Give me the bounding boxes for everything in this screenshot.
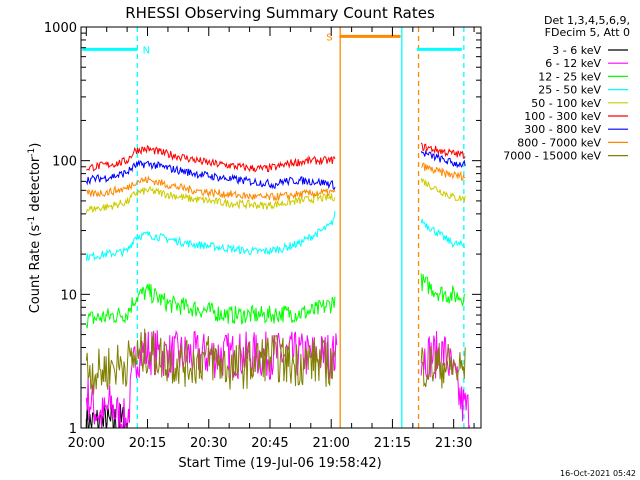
legend-label-5: 100 - 300 keV	[524, 110, 601, 123]
legend-header-0: Det 1,3,4,5,6,9,	[544, 14, 630, 27]
x-tick-label-3: 20:45	[251, 436, 288, 451]
chart-title: RHESSI Observing Summary Count Rates	[125, 4, 435, 22]
x-tick-label-1: 20:15	[129, 436, 166, 451]
legend-label-3: 25 - 50 keV	[538, 84, 601, 97]
series-line-7-1	[421, 162, 466, 181]
series-line-4-1	[420, 178, 466, 202]
series-line-4-0	[85, 185, 336, 214]
series-line-2-1	[420, 273, 466, 307]
legend-label-4: 50 - 100 keV	[531, 97, 601, 110]
x-tick-label-5: 21:15	[374, 436, 411, 451]
legend-label-0: 3 - 6 keV	[552, 44, 601, 57]
legend: Det 1,3,4,5,6,9,FDecim 5, Att 0 3 - 6 keV…	[503, 14, 630, 163]
y-tick-label-3: 1000	[44, 21, 77, 36]
y-tick-label-0: 1	[69, 422, 77, 437]
series-line-8-1	[420, 342, 466, 389]
series-line-1-0	[85, 329, 338, 429]
x-tick-label-4: 21:00	[312, 436, 349, 451]
x-tick-label-0: 20:00	[68, 436, 105, 451]
y-tick-label-1: 10	[60, 288, 77, 303]
series-line-6-1	[420, 149, 466, 169]
series-line-5-1	[420, 142, 466, 159]
series-line-5-0	[86, 144, 336, 173]
plot-frame	[80, 26, 482, 429]
y-tick-label-2: 100	[52, 155, 77, 170]
legend-label-6: 300 - 800 keV	[524, 123, 601, 136]
legend-label-7: 800 - 7000 keV	[517, 136, 601, 149]
axes: 1 10 100 1000 20:00 20:15 20:30 20:45 21:00 21:15…	[44, 21, 482, 451]
annotation-bars: NS	[82, 32, 462, 56]
y-axis-label: Count Rate (s-1 detector-1)	[27, 143, 43, 314]
legend-label-1: 6 - 12 keV	[545, 57, 601, 70]
legend-label-8: 7000 - 15000 keV	[503, 150, 601, 163]
vertical-markers	[136, 27, 465, 428]
x-tick-label-2: 20:30	[190, 436, 227, 451]
x-axis-label: Start Time (19-Jul-06 19:58:42)	[178, 456, 381, 471]
legend-header-1: FDecim 5, Att 0	[545, 26, 630, 39]
series-line-1-1	[420, 331, 471, 429]
x-tick-label-6: 21:30	[435, 436, 472, 451]
annotation-label-0: N	[143, 45, 150, 56]
series-line-3-0	[85, 210, 336, 261]
footer-timestamp: 16-Oct-2021 05:42	[560, 469, 636, 478]
series-line-2-0	[85, 283, 336, 329]
series-lines	[85, 142, 471, 429]
series-line-7-0	[86, 175, 336, 201]
series-line-6-0	[85, 159, 336, 191]
legend-label-2: 12 - 25 keV	[538, 70, 601, 83]
annotation-label-1: S	[326, 32, 332, 43]
series-line-3-1	[420, 218, 466, 248]
series-line-8-0	[85, 328, 336, 395]
